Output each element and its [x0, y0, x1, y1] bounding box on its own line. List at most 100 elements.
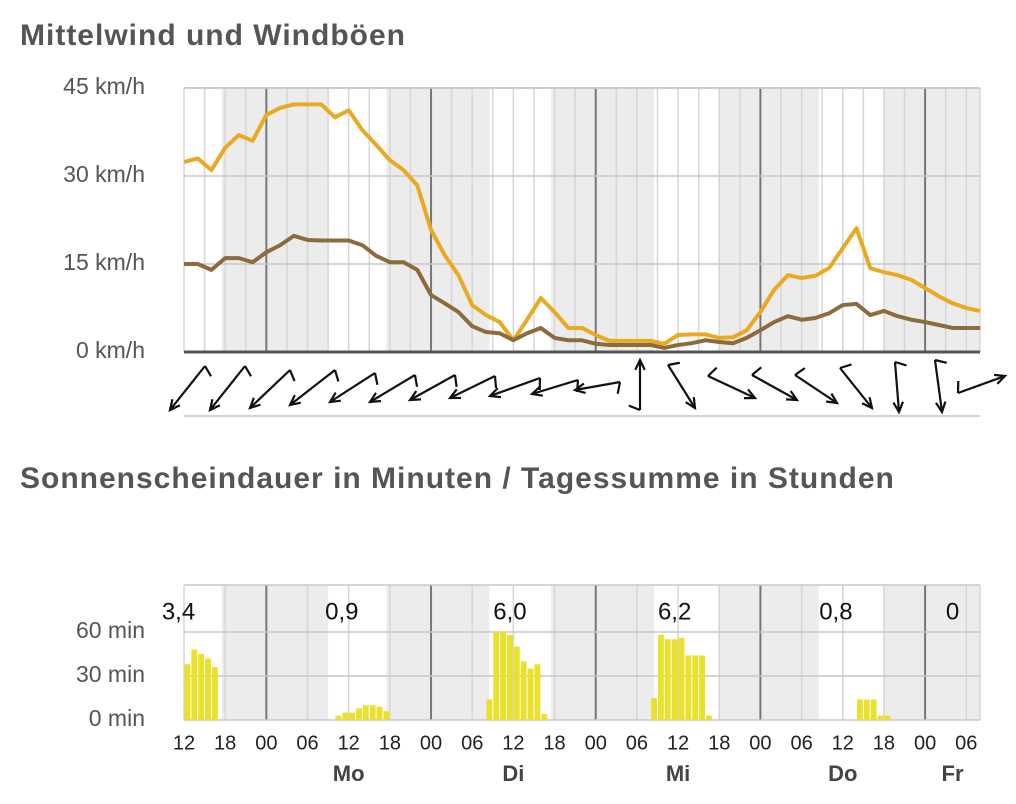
sun-bar — [500, 631, 507, 720]
x-tick-label: 00 — [914, 732, 936, 754]
x-tick-label: 00 — [749, 732, 771, 754]
sun-bar — [534, 664, 541, 720]
sun-bar — [856, 699, 863, 720]
sun-bar — [191, 649, 198, 720]
arrow-head — [487, 387, 502, 399]
sun-bar — [664, 639, 671, 720]
arrow-head — [935, 401, 947, 415]
y-tick-label: 60 min — [76, 617, 145, 643]
arrow-head — [529, 385, 544, 397]
night-shade — [386, 88, 490, 352]
arrow-tail — [894, 360, 907, 367]
night-shade — [719, 585, 819, 720]
x-tick-label: 00 — [420, 732, 442, 754]
wind-arrow — [667, 364, 696, 409]
sun-bar — [657, 634, 664, 720]
arrow-head — [288, 394, 301, 407]
y-tick-label: 30 min — [76, 661, 145, 687]
wind-arrow — [751, 374, 798, 401]
x-tick-label: 06 — [955, 732, 977, 754]
y-tick-label: 45 km/h — [63, 73, 145, 99]
wind-chart: 0 km/h 15 km/h 30 km/h 45 km/h — [63, 73, 981, 363]
arrow-tail — [244, 365, 252, 377]
day-label: Mo — [333, 761, 365, 786]
arrow-head — [892, 401, 905, 415]
wind-arrow — [574, 380, 621, 392]
wind-arrow — [289, 369, 336, 406]
wind-arrow — [839, 367, 873, 409]
night-shade — [551, 585, 655, 720]
wind-arrow — [169, 365, 206, 411]
arrow-tail — [288, 369, 296, 382]
arrow-head — [407, 390, 422, 402]
daily-total: 0 — [946, 598, 959, 625]
arrow-tail — [373, 372, 379, 385]
sun-bar — [541, 714, 548, 720]
x-tick-label: 18 — [543, 732, 565, 754]
daily-total: 6,2 — [658, 598, 691, 625]
arrow-head — [634, 357, 646, 371]
arrow-tail — [628, 404, 641, 412]
night-shade — [386, 585, 490, 720]
sun-bar — [383, 711, 390, 720]
x-tick-label: 12 — [502, 732, 524, 754]
arrow-tail — [707, 366, 718, 377]
arrow-tail — [493, 375, 498, 389]
arrow-tail — [453, 374, 458, 388]
arrow-head — [248, 397, 261, 410]
arrow-tail — [204, 365, 212, 377]
sun-bar — [349, 712, 356, 720]
x-tick-label: 12 — [173, 732, 195, 754]
night-shade — [221, 88, 329, 352]
x-tick-label: 06 — [626, 732, 648, 754]
wind-arrow — [933, 359, 944, 413]
sun-bar — [870, 699, 877, 720]
sun-bar — [877, 715, 884, 720]
sun-bar — [376, 706, 383, 720]
arrow-tail — [839, 363, 852, 370]
sun-bar — [699, 655, 706, 720]
wind-arrow — [369, 374, 416, 403]
y-tick-label: 0 km/h — [76, 337, 145, 363]
arrow-head — [168, 399, 181, 412]
y-tick-label: 30 km/h — [63, 161, 145, 187]
x-tick-label: 12 — [338, 732, 360, 754]
sun-bar — [342, 712, 349, 720]
sun-bar — [369, 705, 376, 720]
day-label: Di — [502, 761, 524, 786]
y-tick-label: 0 min — [89, 705, 145, 731]
wind-arrow — [449, 375, 496, 399]
y-tick-label: 15 km/h — [63, 249, 145, 275]
arrow-tail — [794, 367, 806, 376]
sun-bar — [507, 634, 513, 720]
sun-bar — [362, 705, 369, 720]
arrow-head — [572, 382, 586, 395]
night-shade — [221, 585, 329, 720]
sun-bar — [513, 646, 520, 720]
sun-bar — [685, 655, 692, 720]
arrow-head — [367, 392, 382, 404]
sun-bar — [356, 708, 362, 720]
x-tick-label: 00 — [585, 732, 607, 754]
sun-bar — [335, 715, 342, 720]
arrow-tail — [751, 366, 762, 376]
sun-bar — [205, 658, 211, 720]
sun-bar — [692, 655, 699, 720]
arrow-head — [785, 390, 800, 402]
sun-bar — [678, 637, 685, 720]
arrow-tail — [413, 374, 419, 388]
sun-bar — [863, 699, 870, 720]
wind-arrow — [209, 365, 246, 411]
sun-bar — [651, 697, 657, 720]
sun-bar — [184, 664, 191, 720]
x-tick-label: 18 — [708, 732, 730, 754]
wind-arrow — [957, 374, 1006, 395]
sun-bar — [706, 715, 712, 720]
x-tick-label: 06 — [461, 732, 483, 754]
wind-arrows — [168, 357, 1008, 415]
sun-bar — [671, 639, 678, 720]
x-tick-label: 06 — [790, 732, 812, 754]
arrow-head — [685, 396, 697, 411]
